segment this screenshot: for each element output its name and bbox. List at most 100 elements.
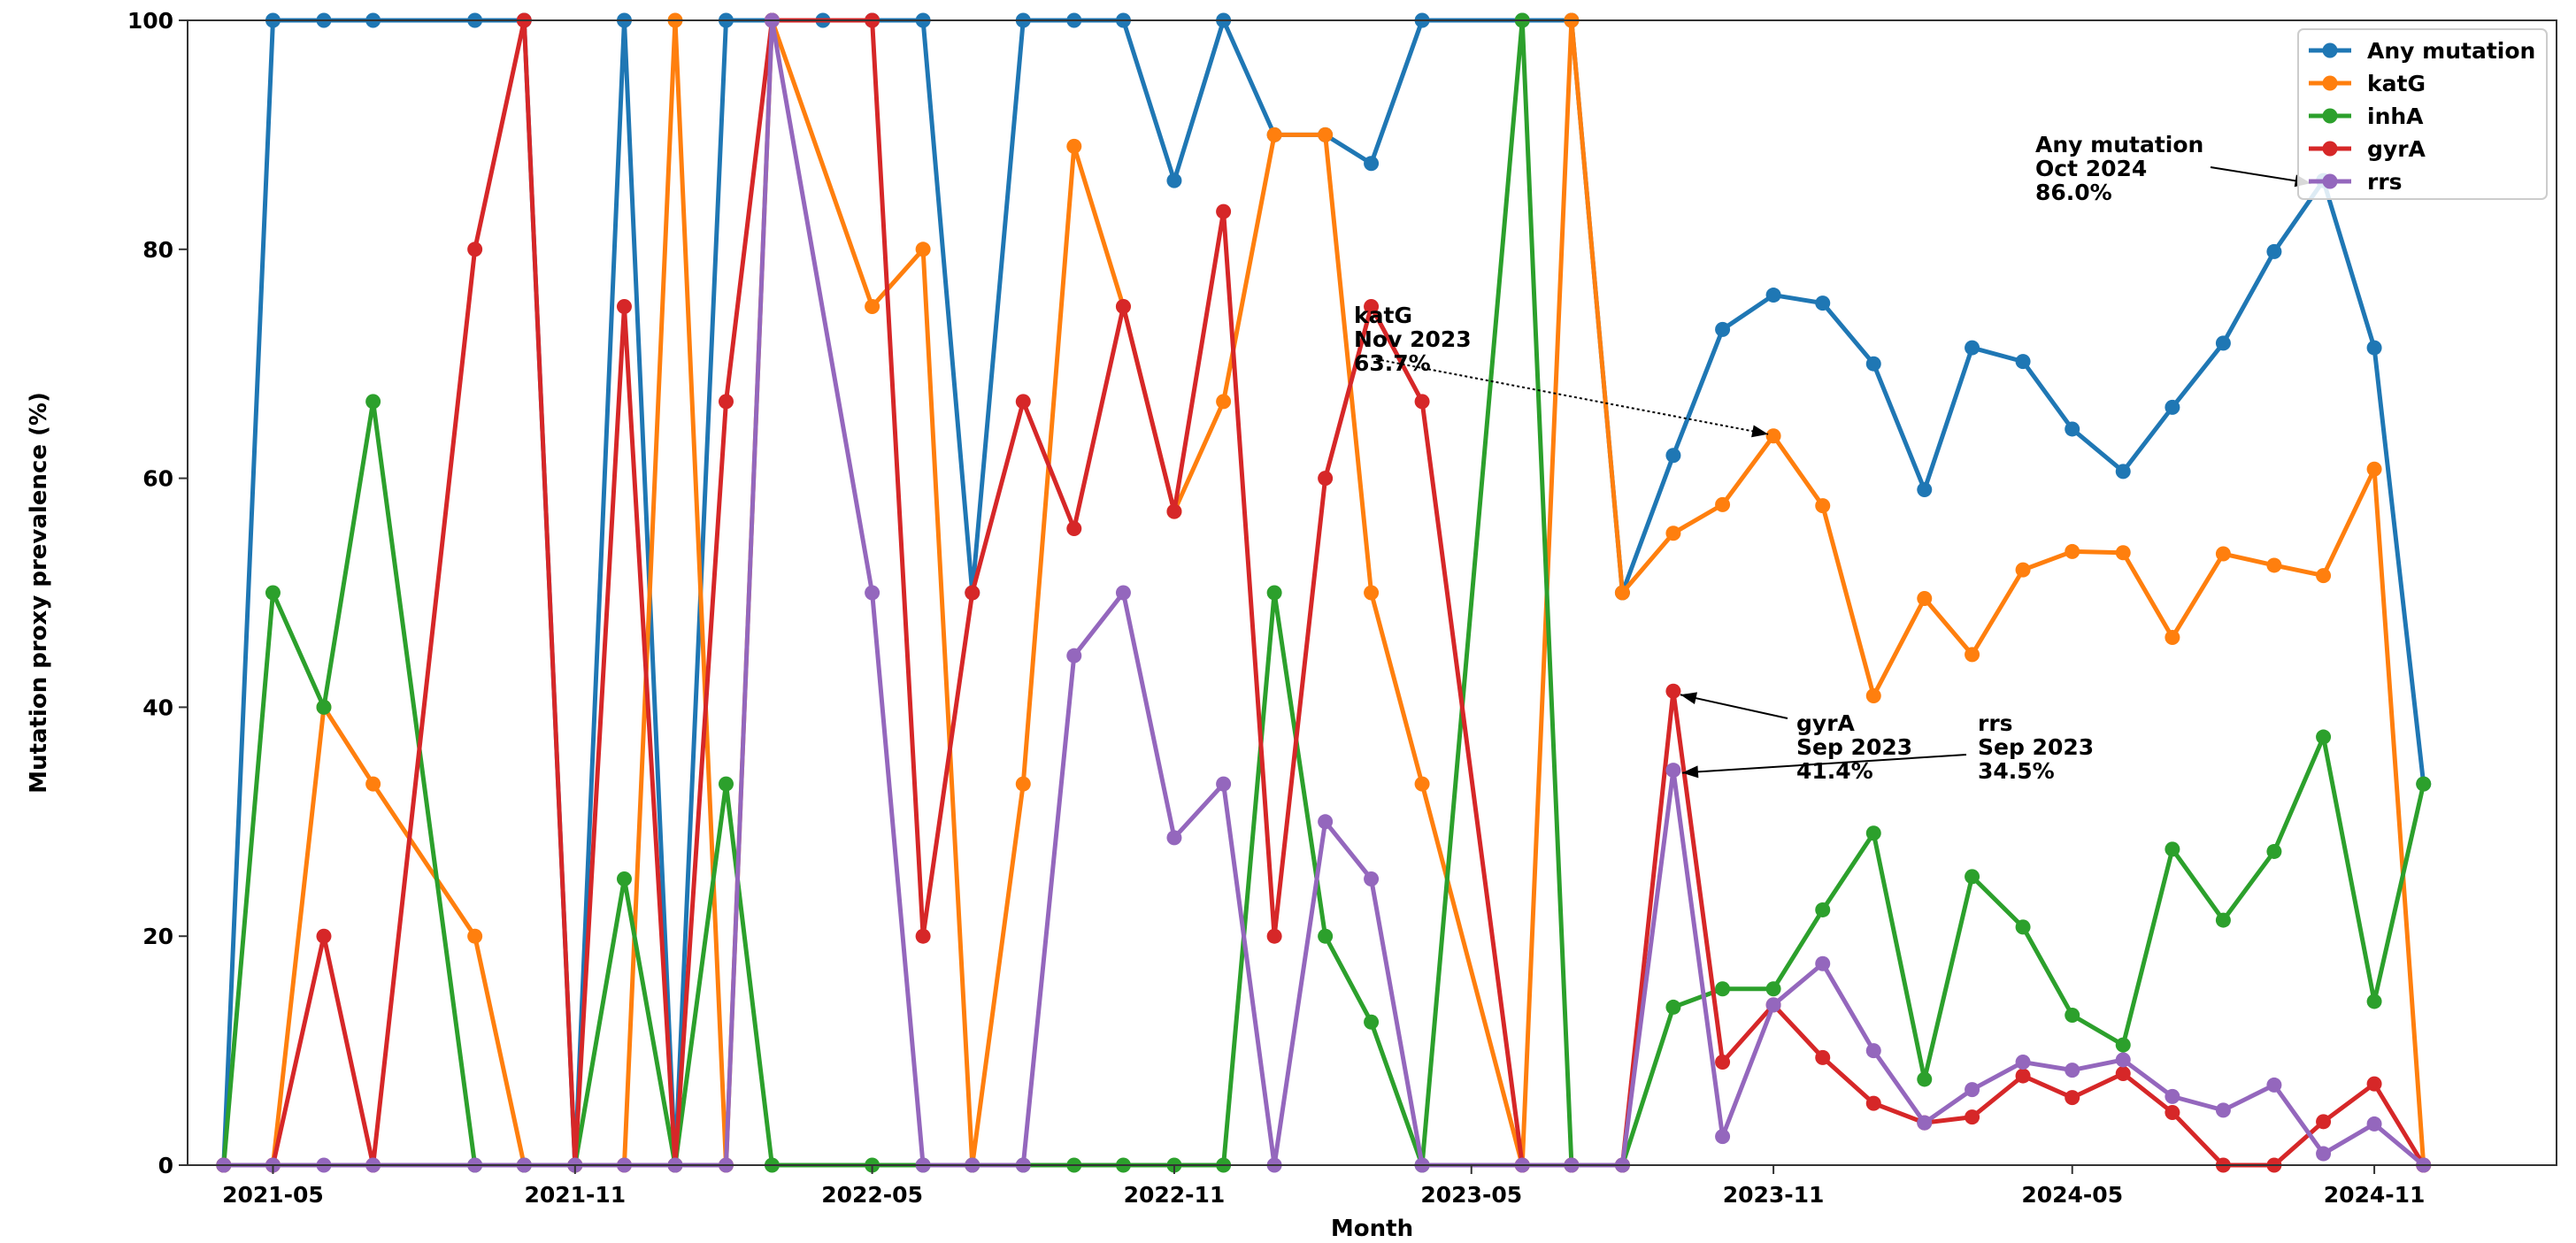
point-gyra (1216, 203, 1232, 219)
annotation-line: 41.4% (1796, 758, 1873, 784)
point-rrs (2115, 1052, 2131, 1068)
point-katg (2065, 543, 2080, 559)
point-inha (1917, 1071, 1933, 1087)
point-rrs (1965, 1082, 1980, 1098)
point-katg (1865, 687, 1881, 703)
point-rrs (1166, 830, 1182, 846)
point-rrs (2266, 1077, 2282, 1093)
point-gyra (1865, 1095, 1881, 1111)
annotation-arrow-rrs (1681, 754, 1967, 774)
point-gyra (1815, 1049, 1831, 1065)
annotation-line: 63.7% (1354, 350, 1431, 376)
point-katg (1216, 394, 1232, 410)
point-inha (2065, 1007, 2080, 1023)
line-inha (221, 18, 2426, 1168)
y-tick-label: 20 (142, 924, 173, 949)
point-gyra (2366, 1076, 2382, 1092)
point-rrs (2366, 1116, 2382, 1132)
legend-label: Any mutation (2367, 38, 2535, 64)
point-rrs (1364, 871, 1380, 886)
point-inha (316, 699, 332, 715)
point-any-mutation (1166, 173, 1182, 188)
annotation-arrowhead-katg (1751, 425, 1769, 438)
point-rrs (2065, 1063, 2080, 1078)
annotation-line: 86.0% (2035, 180, 2112, 205)
annotation-arrow-any-mutation (2210, 166, 2311, 185)
point-any-mutation (1715, 321, 1731, 337)
point-inha (616, 871, 632, 886)
point-any-mutation (2266, 243, 2282, 259)
point-gyra (1318, 471, 1334, 487)
annotation-arrowhead-gyra (1680, 692, 1698, 704)
annotation-line: gyrA (1796, 710, 1856, 736)
plot-frame (187, 19, 2557, 1166)
point-any-mutation (2015, 354, 2031, 370)
point-gyra (2065, 1090, 2080, 1106)
point-gyra (1266, 928, 1282, 944)
x-tick-label: 2024-11 (2324, 1182, 2426, 1208)
point-any-mutation (2366, 340, 2382, 356)
point-katg (865, 299, 880, 314)
x-tick-label: 2024-05 (2021, 1182, 2123, 1208)
point-katg (1715, 496, 1731, 512)
point-katg (467, 928, 483, 944)
point-inha (1965, 869, 1980, 885)
point-rrs (1115, 585, 1131, 601)
annotation-arrow-katg (1375, 358, 1769, 435)
point-inha (2165, 841, 2180, 857)
point-inha (1318, 928, 1334, 944)
point-gyra (1015, 394, 1031, 410)
y-axis-title: Mutation proxy prevalence (%) (26, 392, 52, 794)
point-katg (1015, 776, 1031, 792)
legend-label: inhA (2367, 104, 2424, 129)
point-gyra (1414, 394, 1430, 410)
point-gyra (1364, 299, 1380, 314)
point-inha (2366, 994, 2382, 1009)
point-gyra (2165, 1104, 2180, 1120)
legend-item-inha: inhA (2309, 104, 2424, 129)
x-axis-title: Month (1331, 1216, 1413, 1242)
point-gyra (616, 299, 632, 314)
legend-item-gyra: gyrA (2309, 136, 2426, 162)
legend-swatch-marker (2322, 173, 2338, 189)
annotation-line: rrs (1978, 710, 2013, 736)
annotation-arrow-gyra (1680, 694, 1788, 719)
point-katg (365, 776, 381, 792)
point-katg (1815, 498, 1831, 514)
point-rrs (1765, 997, 1781, 1013)
point-gyra (1715, 1055, 1731, 1070)
y-tick-label: 60 (142, 466, 173, 492)
point-inha (1364, 1014, 1380, 1030)
point-katg (1765, 428, 1781, 444)
legend: Any mutation katG inhA gyrA rrs (2297, 28, 2548, 200)
x-tick-label: 2022-11 (1124, 1182, 1226, 1208)
point-katg (1414, 776, 1430, 792)
point-any-mutation (2215, 335, 2231, 351)
point-rrs (1917, 1115, 1933, 1131)
point-katg (2366, 461, 2382, 477)
point-katg (2316, 568, 2332, 584)
point-inha (265, 585, 281, 601)
point-any-mutation (2065, 421, 2080, 437)
point-katg (2215, 546, 2231, 562)
legend-swatch-marker (2322, 75, 2338, 91)
y-tick-label: 40 (142, 694, 173, 720)
point-gyra (467, 242, 483, 257)
point-inha (2266, 843, 2282, 859)
point-gyra (718, 394, 734, 410)
point-inha (1665, 999, 1681, 1015)
series-gyra (216, 12, 2432, 1173)
point-inha (1765, 981, 1781, 997)
point-katg (1364, 585, 1380, 601)
legend-label: katG (2367, 71, 2426, 96)
line-gyra (223, 18, 2426, 1168)
legend-swatch-marker (2322, 141, 2338, 157)
point-katg (1318, 127, 1334, 142)
point-rrs (1815, 955, 1831, 971)
legend-swatch-marker (2322, 42, 2338, 58)
point-any-mutation (1965, 340, 1980, 356)
point-katg (1066, 138, 1082, 154)
legend-box (2297, 28, 2548, 200)
